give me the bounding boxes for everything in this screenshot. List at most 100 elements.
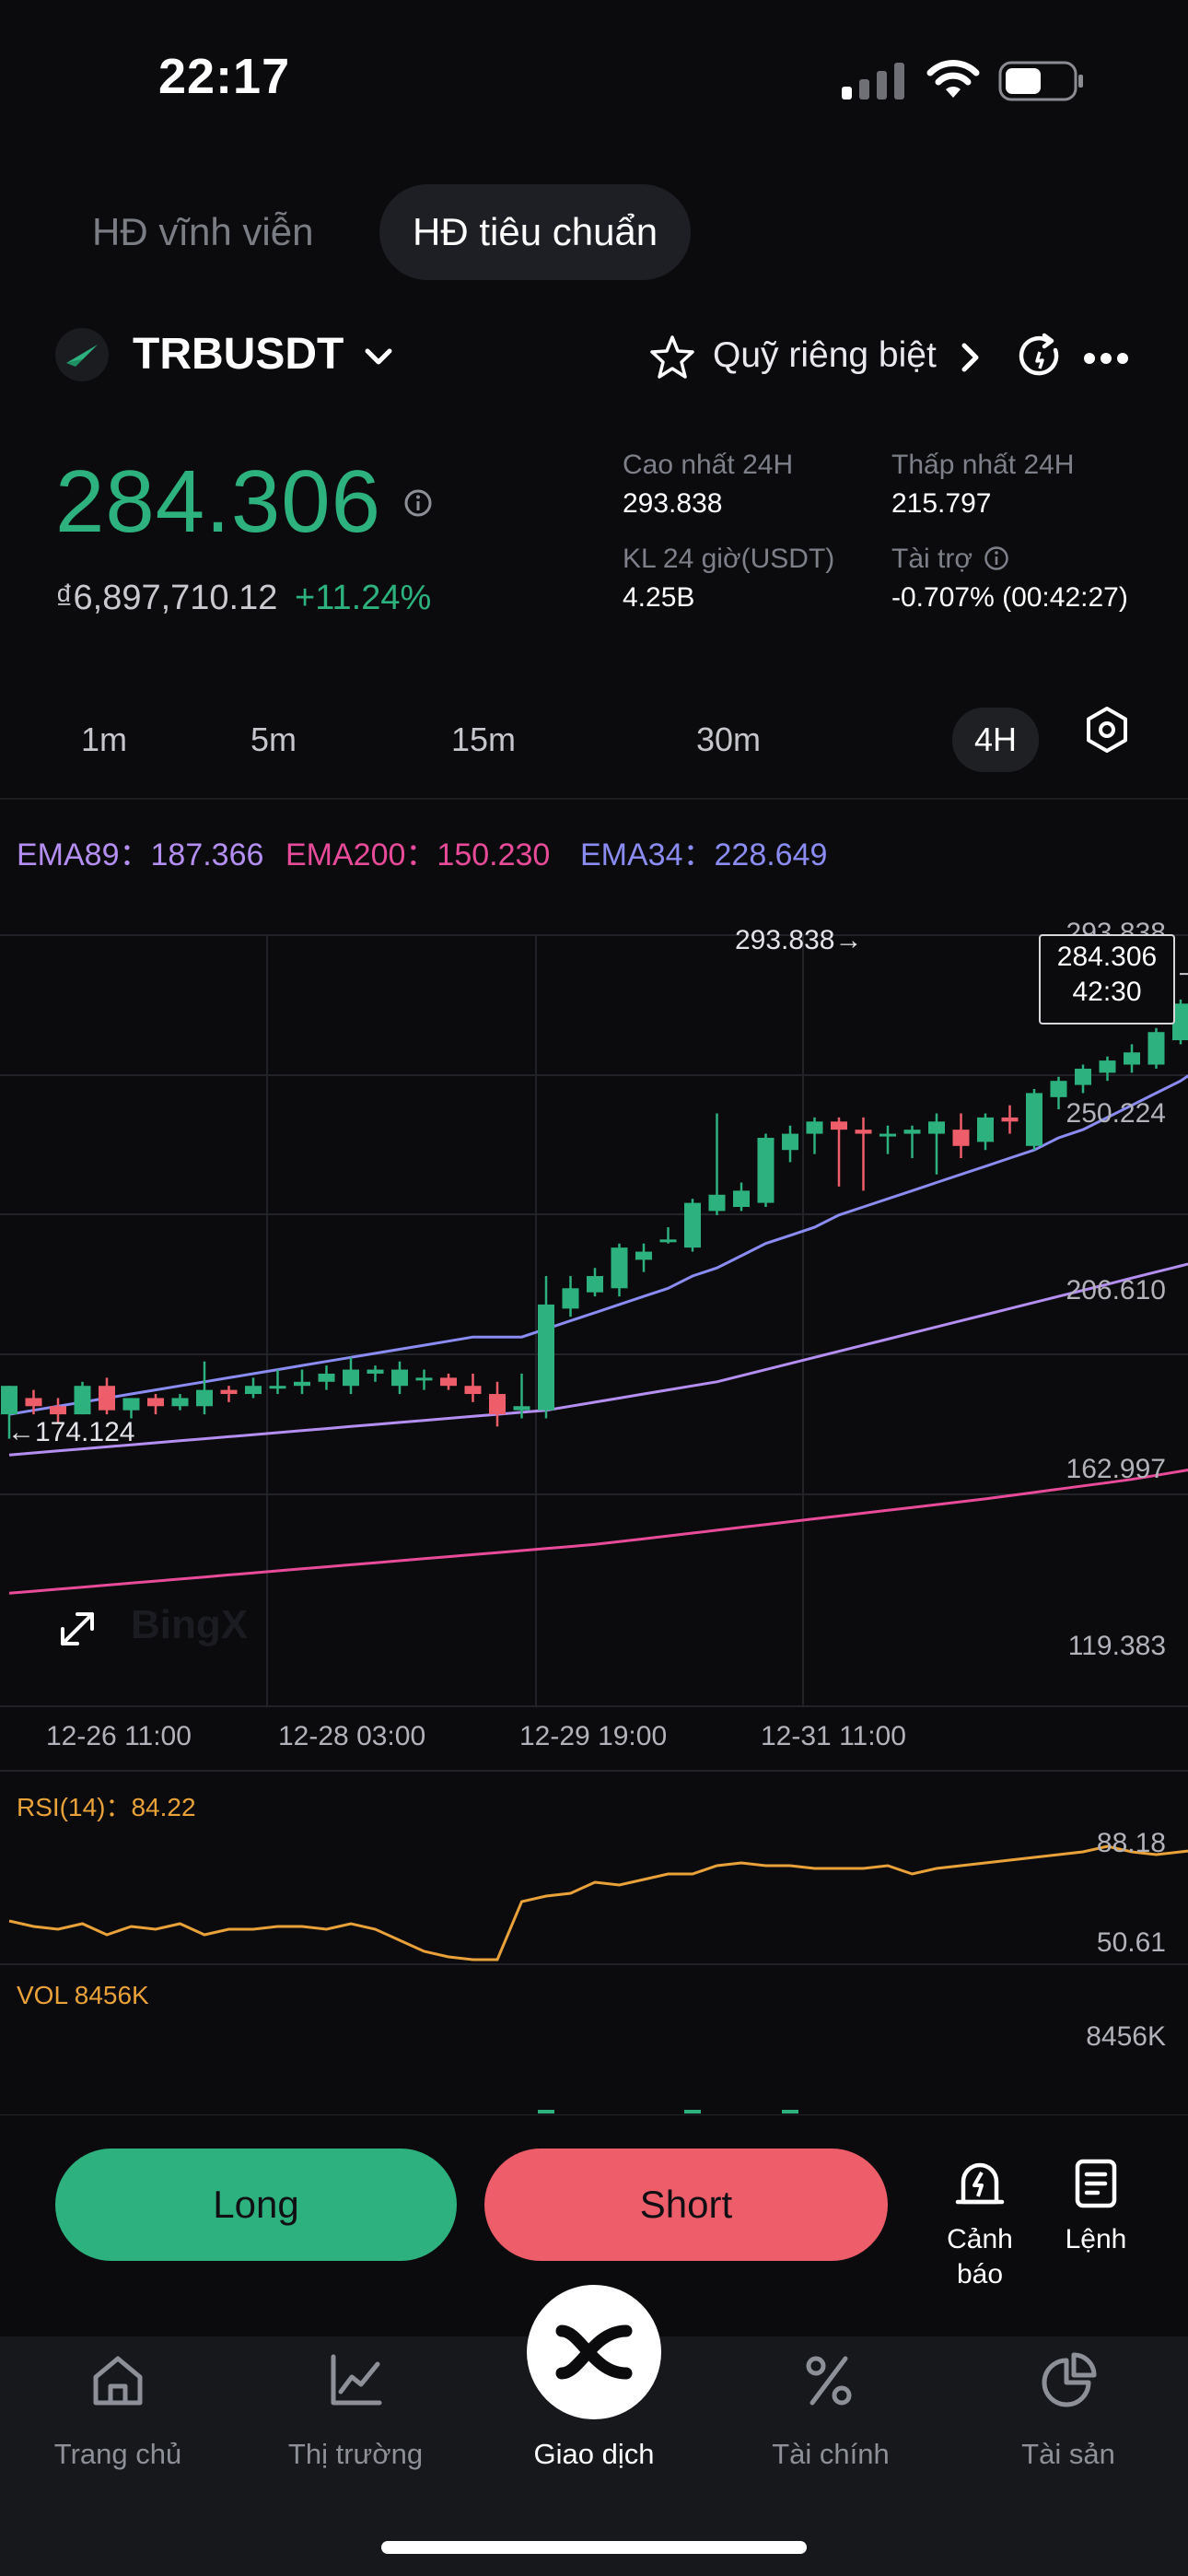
tab-standard[interactable]: HĐ tiêu chuẩn [379,184,692,280]
alert-bell-icon[interactable] [954,2158,1006,2209]
low-24h-label: Thấp nhất 24H [891,450,1075,480]
price-vnd: ₫6,897,710.12 [55,579,278,617]
candle [659,1239,677,1243]
candle [367,1369,384,1374]
short-button[interactable]: Short [484,2149,888,2261]
candle [220,1389,238,1395]
star-icon[interactable] [648,334,696,381]
candle [708,1194,726,1212]
chevron-down-icon[interactable] [363,341,394,372]
candle [147,1398,164,1407]
watermark: BingX [131,1602,248,1647]
more-options-icon[interactable] [1083,352,1129,365]
candle [806,1121,823,1134]
percent-icon[interactable] [799,2351,858,2410]
home-icon[interactable] [88,2351,147,2410]
symbol-name[interactable]: TRBUSDT [133,330,344,379]
long-button[interactable]: Long [55,2149,457,2261]
candle [903,1130,921,1134]
candle [1172,1003,1188,1041]
volume-bar [538,2110,554,2113]
candle [489,1394,506,1415]
orders-button-label[interactable]: Lệnh [1065,2224,1127,2254]
candle [1050,1081,1067,1097]
candle [1,1386,17,1415]
nav-market[interactable]: Thị trường [287,2438,424,2470]
token-logo [55,328,109,381]
candle [50,1406,66,1415]
info-icon[interactable] [403,488,433,518]
candle [294,1381,310,1387]
high-24h-value: 293.838 [623,488,723,519]
chevron-right-icon[interactable] [958,341,984,374]
candle [831,1121,847,1130]
rsi-tick: 50.61 [1096,1927,1166,1958]
candle [562,1288,579,1309]
timeframe-5m[interactable]: 5m [250,720,297,758]
alert-button-label[interactable]: Cảnh báo [947,2224,1013,2289]
expand-icon[interactable] [57,1609,98,1649]
volume-legend: VOL 8456K [17,1981,149,2009]
candle [611,1247,628,1289]
y-tick: 162.997 [1066,1454,1166,1484]
candle [1001,1117,1019,1122]
tab-perpetual[interactable]: HĐ vĩnh viễn [92,210,314,253]
candle [99,1386,115,1411]
timeframe-15m[interactable]: 15m [451,720,517,758]
candle [196,1389,213,1407]
volume-24h-label: KL 24 giờ(USDT) [623,544,835,574]
x-tick: 12-26 11:00 [46,1721,192,1751]
candle [391,1369,408,1387]
candle [1075,1068,1091,1085]
y-tick: 119.383 [1067,1631,1166,1661]
candle [464,1386,482,1395]
pie-chart-icon[interactable] [1039,2351,1098,2410]
candle [513,1406,530,1411]
trade-fab-button[interactable] [527,2285,661,2419]
volume-tick: 8456K [1086,2021,1166,2052]
candle [1099,1060,1116,1073]
nav-assets[interactable]: Tài sản [1021,2438,1115,2470]
candle [733,1190,750,1208]
timeframe-30m[interactable]: 30m [696,720,762,758]
candle [318,1373,335,1382]
refresh-icon[interactable] [1015,332,1065,381]
x-tick: 12-28 03:00 [278,1721,426,1751]
rsi-legend: RSI(14)：84.22 [17,1793,196,1821]
cellular-signal-icon [842,63,904,100]
timeframe-1m[interactable]: 1m [81,720,128,758]
candle [171,1398,189,1407]
candle [1026,1093,1042,1146]
volume-bar [782,2110,798,2113]
home-indicator [381,2541,807,2554]
candlestick-chart[interactable]: BingX [0,798,1188,2115]
nav-finance[interactable]: Tài chính [772,2438,890,2470]
candle [440,1377,457,1387]
nav-trade[interactable]: Giao dịch [533,2438,655,2470]
orders-document-icon[interactable] [1070,2158,1122,2209]
volume-24h-value: 4.25B [623,582,695,613]
ema34-line [8,1074,1188,1416]
isolated-fund-link[interactable]: Quỹ riêng biệt [713,335,937,375]
candle [245,1386,262,1395]
market-chart-icon[interactable] [326,2351,385,2410]
funding-info-icon[interactable] [984,545,1009,571]
ema34-legend: EMA34：228.649 [580,837,828,872]
candle [757,1137,775,1203]
candle [855,1130,872,1134]
high-24h-label: Cao nhất 24H [623,450,794,480]
candle [415,1377,433,1381]
ema89-legend: EMA89：187.366 [17,837,264,872]
candle [977,1117,994,1142]
chart-settings-icon[interactable] [1083,706,1131,754]
nav-home[interactable]: Trang chủ [53,2438,182,2470]
candle [25,1398,42,1407]
y-tick: 250.224 [1066,1098,1166,1129]
timeframe-4h[interactable]: 4H [952,708,1040,772]
funding-label: Tài trợ [891,544,973,574]
low-price-marker: ←174.124 [7,1417,135,1447]
candle [635,1251,652,1260]
wifi-icon [926,60,980,98]
divider [0,798,1188,800]
last-price-tag: 284.306 42:30 [1039,934,1175,1025]
